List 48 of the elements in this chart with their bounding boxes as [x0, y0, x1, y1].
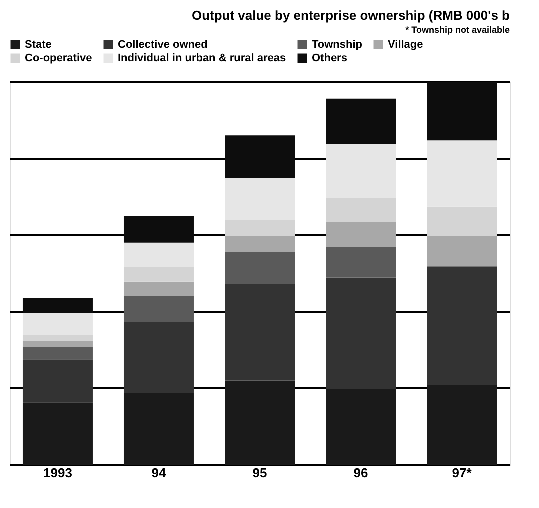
bar: [326, 278, 396, 390]
bar: [22, 312, 93, 336]
legend-label: State: [25, 38, 52, 51]
bar: [225, 252, 295, 284]
bar: [427, 385, 498, 465]
x-tick-label: 96: [354, 466, 368, 480]
bar: [326, 144, 396, 198]
bar: [225, 380, 295, 465]
bar: [22, 402, 93, 465]
bar: [124, 322, 194, 393]
x-tick-label: 1993: [44, 466, 72, 480]
legend-label: Others: [312, 52, 348, 64]
bar: [124, 216, 194, 243]
bar: [225, 178, 295, 220]
bar: [22, 347, 93, 360]
bar: [225, 236, 295, 252]
bar: [124, 392, 194, 465]
bar: [326, 98, 396, 144]
legend-label: Individual in urban & rural areas: [118, 52, 286, 64]
bar: [124, 296, 194, 322]
bar: [427, 236, 498, 267]
bar: [124, 242, 194, 268]
bar: [225, 284, 295, 381]
x-tick-label: 95: [252, 466, 268, 480]
legend-label: Village: [388, 38, 424, 51]
legend-label: Township: [312, 38, 363, 51]
bar: [22, 341, 93, 348]
bar: [124, 267, 194, 282]
bar: [225, 220, 295, 236]
bar: [326, 389, 396, 465]
bar: [225, 136, 295, 179]
legend-label: Co-operative: [25, 52, 92, 64]
bar: [22, 298, 93, 313]
bar: [326, 247, 396, 278]
bar: [326, 198, 396, 223]
bar: [427, 206, 498, 236]
legend-label: Collective owned: [118, 38, 208, 51]
bar: [427, 82, 498, 141]
text: * Township not available: [406, 25, 510, 35]
x-tick-label: 94: [152, 466, 167, 480]
bar: [22, 360, 93, 403]
bar: [326, 222, 396, 248]
bar: [427, 140, 498, 207]
bar: [22, 335, 93, 342]
chart-title: Output value by enterprise ownership (RMB 000's b: [192, 8, 510, 23]
x-tick-label: 97*: [452, 466, 473, 480]
bar: [124, 282, 194, 296]
bar: [427, 266, 498, 386]
